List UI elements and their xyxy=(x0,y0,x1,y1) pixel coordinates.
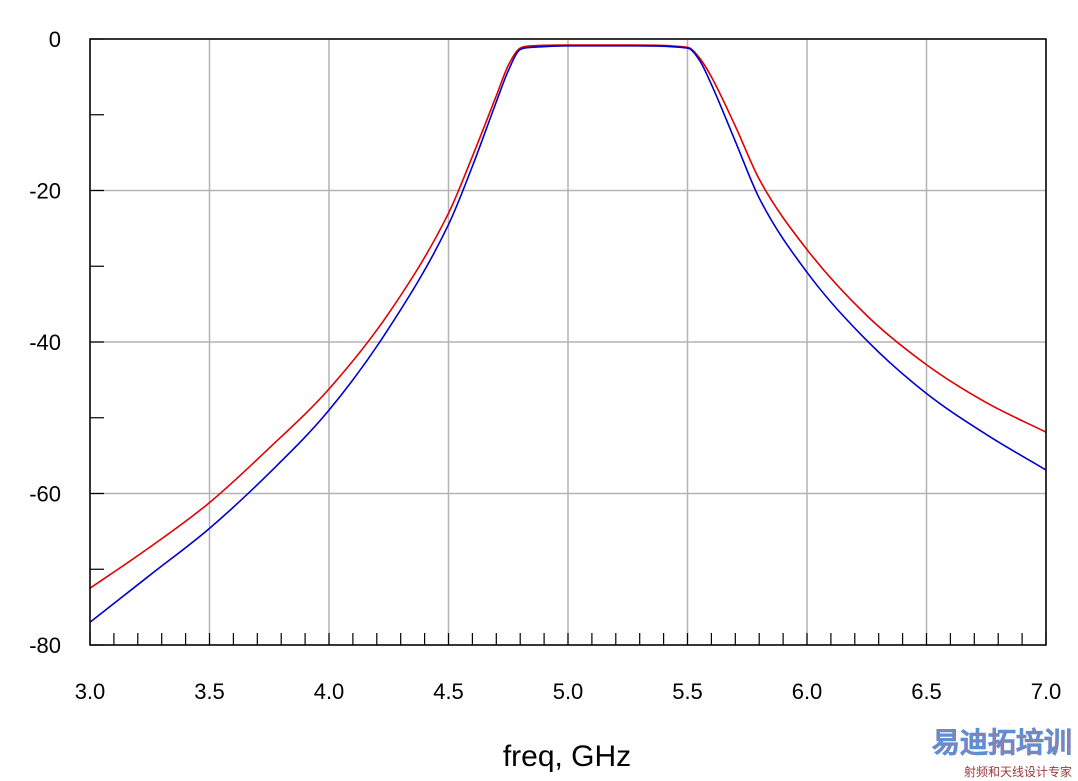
plot-frame xyxy=(89,38,1047,646)
x-tick-label: 3.0 xyxy=(75,679,106,704)
y-tick-labels: 0 -20 -40 -60 -80 xyxy=(29,27,61,658)
series-layer xyxy=(89,44,1047,623)
x-tick-label: 6.0 xyxy=(792,679,823,704)
x-tick-label: 3.5 xyxy=(194,679,225,704)
series-line-1 xyxy=(89,44,1047,589)
watermark-sub: 射频和天线设计专家 xyxy=(964,764,1072,779)
y-tick-label: -20 xyxy=(29,179,61,204)
series-line-2 xyxy=(89,45,1047,623)
minor-ticks xyxy=(89,38,1047,646)
y-tick-label: -80 xyxy=(29,633,61,658)
x-axis-label: freq, GHz xyxy=(503,740,631,773)
x-tick-label: 7.0 xyxy=(1031,679,1062,704)
x-tick-label: 5.0 xyxy=(553,679,584,704)
x-tick-label: 6.5 xyxy=(911,679,942,704)
grid xyxy=(89,38,1047,646)
watermark: 易迪拓培训 射频和天线设计专家 xyxy=(932,726,1073,779)
x-tick-labels: 3.0 3.5 4.0 4.5 5.0 5.5 6.0 6.5 7.0 xyxy=(75,679,1062,704)
x-tick-label: 5.5 xyxy=(672,679,703,704)
y-tick-label: -60 xyxy=(29,482,61,507)
x-tick-label: 4.5 xyxy=(433,679,464,704)
y-tick-label: -40 xyxy=(29,330,61,355)
watermark-main: 易迪拓培训 xyxy=(932,726,1072,759)
y-tick-label: 0 xyxy=(49,27,61,52)
x-tick-label: 4.0 xyxy=(314,679,345,704)
